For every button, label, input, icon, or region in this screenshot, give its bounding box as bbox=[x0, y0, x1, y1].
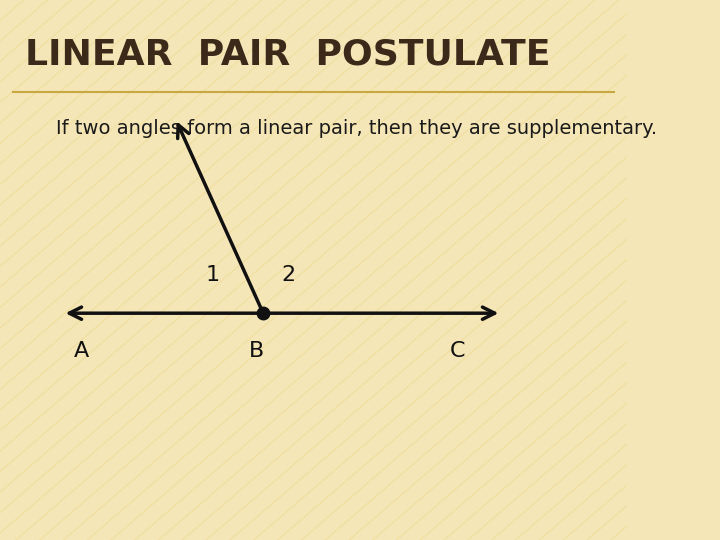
Text: A: A bbox=[74, 341, 89, 361]
Text: C: C bbox=[450, 341, 465, 361]
Text: If two angles form a linear pair, then they are supplementary.: If two angles form a linear pair, then t… bbox=[56, 119, 657, 138]
Text: 1: 1 bbox=[206, 265, 220, 286]
Text: 2: 2 bbox=[282, 265, 295, 286]
Text: LINEAR  PAIR  POSTULATE: LINEAR PAIR POSTULATE bbox=[25, 38, 551, 72]
Text: B: B bbox=[249, 341, 264, 361]
